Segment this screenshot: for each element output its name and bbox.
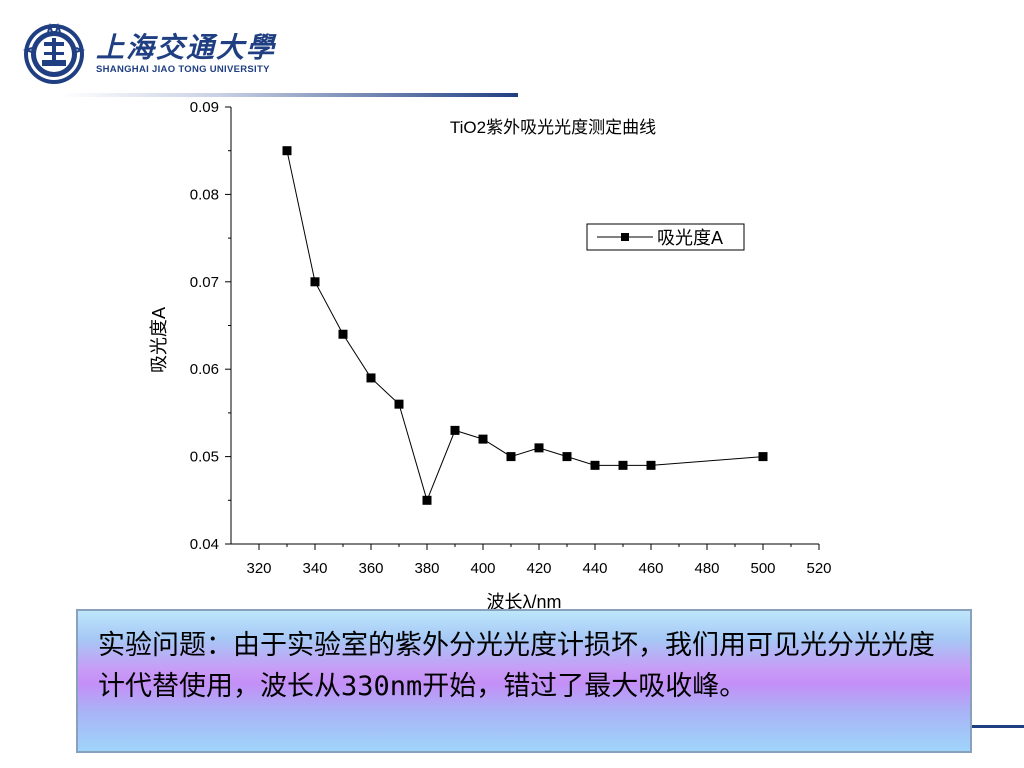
y-tick-label: 0.07 <box>190 274 219 291</box>
note-box: 实验问题：由于实验室的紫外分光光度计损坏，我们用可见光分光光度计代替使用，波长从… <box>76 609 972 753</box>
university-name-cn: 上海交通大學 <box>96 31 277 64</box>
data-point <box>422 495 432 505</box>
x-axis-label: 波长λ/nm <box>486 592 561 610</box>
data-point <box>478 434 488 444</box>
chart-title: TiO2紫外吸光光度测定曲线 <box>450 118 656 137</box>
y-axis-label: 吸光度A <box>149 307 169 373</box>
data-point <box>562 452 572 462</box>
x-tick-label: 440 <box>582 560 607 577</box>
legend-marker <box>621 233 629 241</box>
x-tick-label: 400 <box>470 560 495 577</box>
x-tick-label: 340 <box>302 560 327 577</box>
university-seal-icon <box>22 22 86 84</box>
y-tick-label: 0.04 <box>190 536 219 553</box>
legend-label: 吸光度A <box>657 228 723 248</box>
x-tick-label: 380 <box>414 560 439 577</box>
data-point <box>394 399 404 409</box>
x-tick-label: 480 <box>694 560 719 577</box>
data-point <box>590 460 600 470</box>
data-point <box>506 452 516 462</box>
data-point <box>646 460 656 470</box>
x-tick-label: 520 <box>806 560 831 577</box>
data-point <box>366 373 376 383</box>
data-point <box>758 452 768 462</box>
chart-ticks: 320 340 360 380 400 420 440 460 480 500 520 0.04 0.0… <box>190 99 832 577</box>
data-point <box>282 146 292 156</box>
x-tick-label: 360 <box>358 560 383 577</box>
data-point <box>618 460 628 470</box>
x-tick-label: 460 <box>638 560 663 577</box>
y-tick-label: 0.08 <box>190 186 219 203</box>
x-tick-label: 320 <box>246 560 271 577</box>
y-tick-label: 0.05 <box>190 449 219 466</box>
series-line <box>286 150 764 502</box>
y-tick-label: 0.09 <box>190 99 219 116</box>
data-point <box>450 425 460 435</box>
university-name-en: SHANGHAI JIAO TONG UNIVERSITY <box>96 64 270 75</box>
chart-legend: 吸光度A <box>586 223 745 251</box>
note-text: 实验问题：由于实验室的紫外分光光度计损坏，我们用可见光分光光度计代替使用，波长从… <box>98 630 935 702</box>
x-tick-label: 500 <box>750 560 775 577</box>
header-divider <box>60 93 518 97</box>
chart-axes <box>230 107 819 545</box>
series-points <box>282 146 768 505</box>
x-tick-label: 420 <box>526 560 551 577</box>
data-point <box>310 277 320 287</box>
data-point <box>534 443 544 453</box>
y-tick-label: 0.06 <box>190 361 219 378</box>
data-point <box>338 329 348 339</box>
absorbance-chart: 320 340 360 380 400 420 440 460 480 500 520 0.04 0.0… <box>149 99 832 610</box>
footer-divider <box>972 725 1024 728</box>
